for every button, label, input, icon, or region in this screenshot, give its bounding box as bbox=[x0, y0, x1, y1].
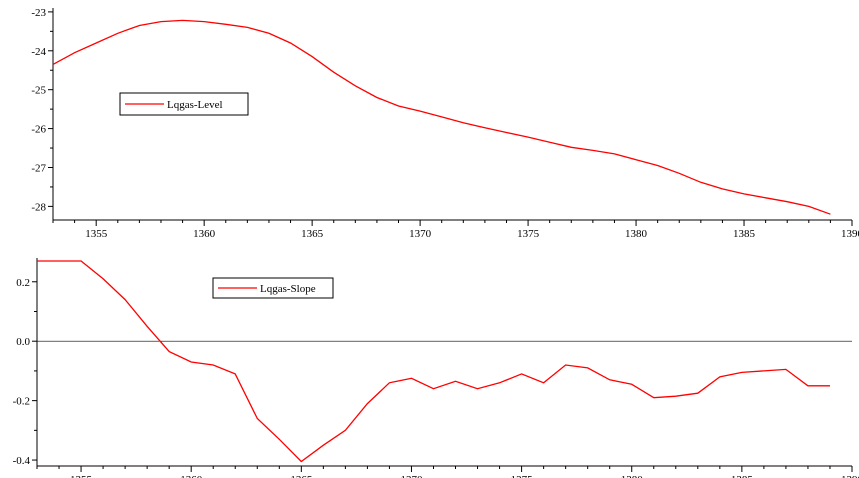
x-tick-label: 1355 bbox=[70, 474, 93, 478]
x-tick-label: 1370 bbox=[409, 228, 432, 240]
x-tick-label: 1385 bbox=[731, 474, 754, 478]
series-line-0 bbox=[52, 19, 831, 215]
y-tick-label: -27 bbox=[31, 162, 46, 174]
y-tick-label: -24 bbox=[31, 46, 46, 58]
slope-chart: 1355 1360 1365 1370 1375 1380 1385 1390 0.2 0.0 -0… bbox=[13, 258, 859, 478]
x-tick-label: 1370 bbox=[400, 474, 423, 478]
x-tick-label: 1375 bbox=[517, 228, 540, 240]
legend: Lqgas-Slope bbox=[212, 277, 334, 299]
legend-label: Lqgas-Level bbox=[167, 99, 223, 111]
level-chart: 1355 1360 1365 1370 1375 1380 1385 1390 -23 -24 -2… bbox=[31, 7, 859, 240]
x-tick-label: 1355 bbox=[85, 228, 108, 240]
x-tick-label: 1390 bbox=[841, 474, 859, 478]
x-tick-label: 1365 bbox=[290, 474, 313, 478]
y-tick-label: -0.2 bbox=[13, 396, 30, 408]
x-tick-label: 1360 bbox=[180, 474, 203, 478]
y-tick-label: -0.4 bbox=[13, 455, 31, 467]
y-tick-label: -26 bbox=[31, 124, 46, 136]
x-tick-label: 1360 bbox=[193, 228, 216, 240]
series-line-0 bbox=[37, 260, 830, 463]
legend: Lqgas-Level bbox=[119, 92, 249, 116]
y-tick-label: -25 bbox=[31, 85, 46, 97]
legend-label: Lqgas-Slope bbox=[260, 283, 316, 295]
x-tick-label: 1375 bbox=[511, 474, 534, 478]
x-tick-label: 1365 bbox=[301, 228, 324, 240]
legend-box bbox=[212, 277, 334, 299]
x-tick-label: 1380 bbox=[621, 474, 644, 478]
x-tick-label: 1390 bbox=[841, 228, 859, 240]
legend-box bbox=[119, 92, 249, 116]
y-tick-label: 0.0 bbox=[16, 336, 30, 348]
x-tick-label: 1380 bbox=[625, 228, 648, 240]
y-tick-label: -23 bbox=[31, 7, 46, 19]
y-tick-label: 0.2 bbox=[16, 277, 30, 289]
x-tick-label: 1385 bbox=[733, 228, 756, 240]
y-tick-label: -28 bbox=[31, 201, 46, 213]
